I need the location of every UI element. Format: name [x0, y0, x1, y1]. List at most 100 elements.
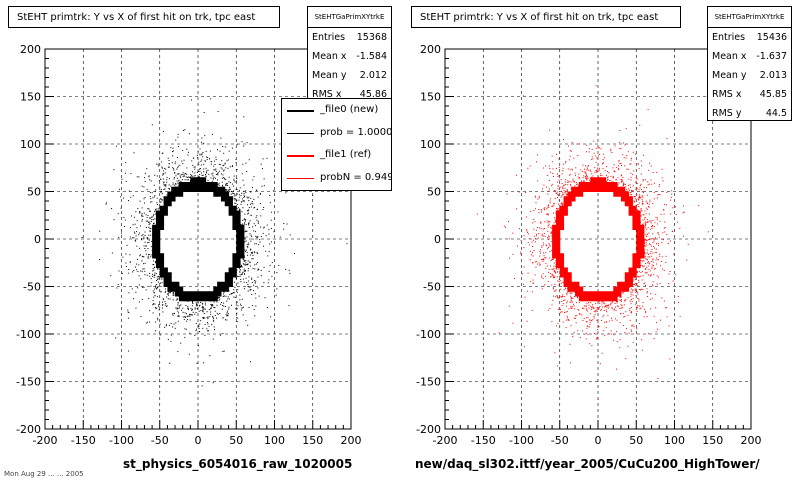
left-x-tick-label: 100	[264, 434, 285, 447]
left-scatter-point	[150, 220, 152, 222]
right-scatter-point	[575, 322, 577, 324]
left-scatter-point	[233, 178, 235, 180]
right-scatter-point	[551, 250, 553, 252]
right-scatter-point	[627, 151, 629, 153]
right-scatter-point	[539, 250, 541, 252]
right-scatter-point	[569, 155, 571, 157]
right-scatter-point	[539, 249, 541, 251]
right-ring-bin	[559, 267, 565, 273]
left-scatter-point	[216, 179, 218, 181]
left-scatter-point	[254, 252, 256, 254]
left-scatter-point	[225, 295, 227, 297]
right-scatter-point	[671, 193, 673, 195]
right-scatter-point	[637, 293, 639, 295]
left-scatter-point	[259, 193, 261, 195]
right-scatter-point	[601, 174, 603, 176]
right-ring-bin	[624, 191, 630, 197]
left-scatter-point	[247, 286, 249, 288]
left-scatter-point	[180, 174, 182, 176]
left-scatter-point	[223, 169, 225, 171]
left-scatter-point	[168, 163, 170, 165]
right-scatter-point	[507, 221, 509, 223]
right-scatter-point	[637, 163, 639, 165]
left-scatter-point	[170, 291, 172, 293]
right-x-tick-label: 100	[664, 434, 685, 447]
right-scatter-point	[569, 292, 571, 294]
right-x-tick-label: -200	[433, 434, 458, 447]
right-scatter-point	[630, 176, 632, 178]
right-scatter-point	[627, 314, 629, 316]
right-scatter-point	[570, 150, 572, 152]
right-scatter-point	[592, 319, 594, 321]
left-scatter-point	[193, 175, 195, 177]
left-scatter-point	[214, 329, 216, 331]
right-scatter-point	[619, 162, 621, 164]
left-scatter-point	[186, 173, 188, 175]
left-scatter-point	[279, 236, 281, 238]
right-scatter-point	[551, 259, 553, 261]
right-scatter-point	[656, 197, 658, 199]
left-scatter-point	[201, 137, 203, 139]
right-scatter-point	[539, 255, 541, 257]
right-scatter-point	[641, 349, 643, 351]
right-y-tick-label: -200	[416, 423, 441, 436]
right-scatter-point	[540, 222, 542, 224]
left-scatter-point	[152, 290, 154, 292]
left-scatter-point	[187, 307, 189, 309]
right-scatter-point	[683, 205, 685, 207]
right-scatter-point	[639, 288, 641, 290]
right-scatter-point	[613, 334, 615, 336]
right-scatter-point	[649, 228, 651, 230]
left-scatter-point	[188, 309, 190, 311]
right-scatter-point	[503, 225, 505, 227]
right-scatter-point	[590, 307, 592, 309]
left-scatter-point	[199, 168, 201, 170]
right-scatter-point	[558, 279, 560, 281]
left-scatter-point	[241, 298, 243, 300]
right-scatter-point	[676, 221, 678, 223]
left-scatter-point	[222, 184, 224, 186]
right-scatter-point	[585, 305, 587, 307]
left-scatter-point	[233, 190, 235, 192]
right-scatter-point	[652, 252, 654, 254]
left-scatter-point	[243, 263, 245, 265]
right-scatter-point	[624, 183, 626, 185]
left-scatter-point	[216, 301, 218, 303]
left-scatter-point	[246, 244, 248, 246]
right-scatter-point	[641, 339, 643, 341]
right-scatter-point	[534, 195, 536, 197]
left-scatter-point	[213, 176, 215, 178]
left-scatter-point	[235, 180, 237, 182]
right-scatter-point	[547, 236, 549, 238]
right-scatter-point	[647, 256, 649, 258]
left-scatter-point	[243, 260, 245, 262]
left-ring-bin	[205, 186, 210, 192]
left-scatter-point	[181, 173, 183, 175]
left-scatter-point	[189, 313, 191, 315]
left-scatter-point	[254, 264, 256, 266]
right-scatter-point	[553, 222, 555, 224]
left-ring-bin	[152, 234, 157, 240]
left-scatter-point	[236, 193, 238, 195]
right-x-tick-label: 50	[629, 434, 643, 447]
left-scatter-point	[219, 334, 221, 336]
left-scatter-point	[162, 174, 164, 176]
right-scatter-point	[538, 212, 540, 214]
left-ring-bin	[182, 186, 188, 192]
right-ring-bin	[605, 186, 610, 192]
left-scatter-point	[252, 268, 254, 270]
right-scatter-point	[632, 278, 634, 280]
left-plot-title: StEHT primtrk: Y vs X of first hit on tr…	[8, 6, 280, 28]
left-scatter-point	[213, 160, 215, 162]
right-scatter-point	[562, 303, 564, 305]
left-scatter-point	[167, 338, 169, 340]
left-scatter-point	[257, 269, 259, 271]
left-scatter-point	[263, 282, 265, 284]
left-ring-bin	[232, 205, 237, 211]
left-stats-box: StEHTGaPrimXYtrkE Entries 15368 Mean x -1.…	[307, 6, 392, 103]
left-ring-bin	[175, 191, 180, 197]
right-scatter-point	[589, 313, 591, 315]
right-scatter-point	[634, 283, 636, 285]
right-ring-bin	[582, 182, 588, 188]
left-scatter-point	[207, 318, 209, 320]
